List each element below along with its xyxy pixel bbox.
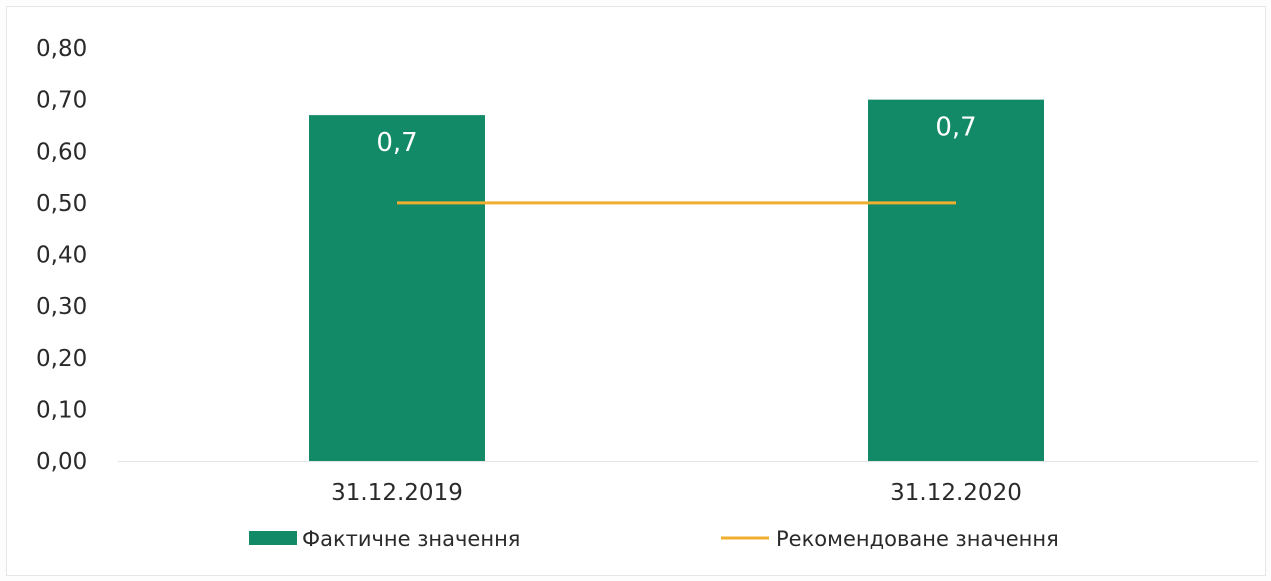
y-tick-label: 0,80 [36, 36, 87, 62]
y-tick-label: 0,30 [36, 294, 87, 320]
y-tick-label: 0,20 [36, 346, 87, 372]
bar [309, 115, 485, 462]
bar [868, 99, 1044, 461]
x-tick-label: 31.12.2020 [890, 480, 1022, 506]
y-tick-label: 0,10 [36, 397, 87, 423]
bar-data-label: 0,7 [376, 128, 417, 158]
chart-container [6, 6, 1266, 576]
y-tick-label: 0,60 [36, 139, 87, 165]
bar-data-label: 0,7 [935, 113, 976, 143]
y-tick-label: 0,00 [36, 449, 87, 475]
y-tick-label: 0,40 [36, 243, 87, 269]
legend-swatch-bar [249, 531, 297, 545]
x-tick-label: 31.12.2019 [331, 480, 463, 506]
legend-label: Фактичне значення [302, 527, 520, 551]
y-tick-label: 0,50 [36, 191, 87, 217]
y-tick-label: 0,70 [36, 88, 87, 114]
legend-label: Рекомендоване значення [776, 527, 1059, 551]
